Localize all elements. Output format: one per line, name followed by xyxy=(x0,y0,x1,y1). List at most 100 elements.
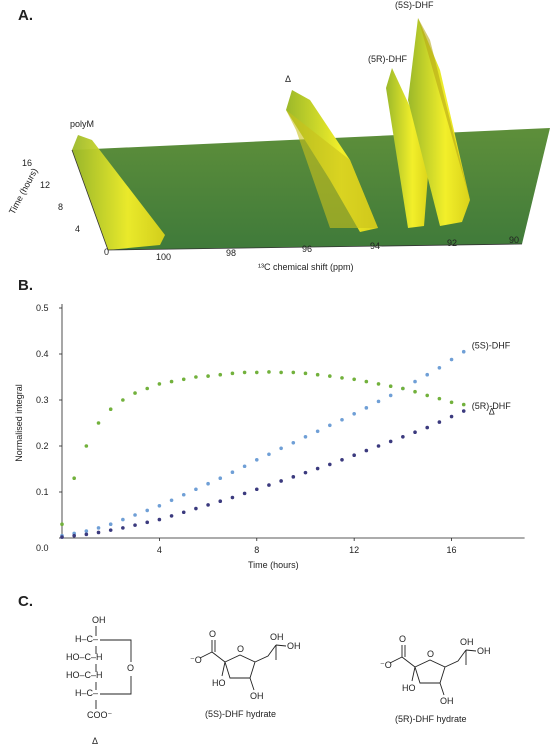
point xyxy=(242,491,247,496)
point xyxy=(291,370,296,375)
point xyxy=(340,458,344,462)
y-tick-label: 0.1 xyxy=(36,487,49,497)
point xyxy=(72,476,76,481)
atom: OH xyxy=(287,641,301,651)
point xyxy=(96,530,101,535)
point xyxy=(84,532,89,537)
point xyxy=(364,448,369,453)
point xyxy=(108,522,113,526)
point xyxy=(303,435,308,439)
structure: OH H–C– HO–C–H HO–C–H H–C– COO⁻ O Δ O ⁻O… xyxy=(66,615,491,746)
point xyxy=(96,421,101,425)
point xyxy=(169,379,174,384)
point xyxy=(242,370,247,375)
point xyxy=(449,357,454,362)
point xyxy=(60,522,64,526)
shift-tick-label: 96 xyxy=(302,244,312,254)
atom: O xyxy=(427,649,434,659)
point xyxy=(340,376,344,380)
point xyxy=(291,475,296,479)
point xyxy=(133,523,137,527)
point xyxy=(181,492,186,497)
point xyxy=(413,430,417,435)
point xyxy=(145,508,150,513)
atom: HO–C–H xyxy=(66,652,103,662)
y-tick-label: 0.3 xyxy=(36,395,49,405)
point xyxy=(181,510,186,515)
point xyxy=(413,379,417,384)
point xyxy=(206,374,210,378)
peak-label: (5R)-DHF xyxy=(368,54,407,64)
y-tick-label: 0.5 xyxy=(36,303,49,313)
point xyxy=(206,503,210,507)
point xyxy=(425,425,430,430)
point xyxy=(169,498,174,503)
point xyxy=(376,399,381,404)
point xyxy=(96,526,101,530)
point xyxy=(401,386,405,391)
atom: COO⁻ xyxy=(87,710,113,720)
time-tick-label: 12 xyxy=(40,180,50,190)
point xyxy=(254,487,259,492)
atom: OH xyxy=(477,646,491,656)
structure-name: Δ xyxy=(92,736,98,746)
point xyxy=(108,407,113,412)
point xyxy=(84,529,89,533)
x-axis-title: Time (hours) xyxy=(248,560,299,570)
point xyxy=(279,370,283,375)
point xyxy=(401,435,405,439)
atom: ⁻O xyxy=(190,655,202,665)
point xyxy=(352,377,356,382)
point xyxy=(328,462,332,467)
chart: 0.0 0.1 0.2 0.3 0.4 0.5 4 8 12 16 Time (hours) Norm… xyxy=(14,303,525,570)
point xyxy=(218,499,223,504)
atom: H–C– xyxy=(75,688,98,698)
atom: OH xyxy=(270,632,284,642)
atom: O xyxy=(399,634,406,644)
point xyxy=(242,464,247,469)
point xyxy=(449,414,454,419)
point xyxy=(254,370,259,375)
point xyxy=(121,526,125,530)
shift-tick-label: 92 xyxy=(447,238,457,248)
atom: ⁻O xyxy=(380,660,392,670)
point xyxy=(364,406,369,410)
point xyxy=(72,533,76,538)
point xyxy=(461,402,466,407)
structure-name: (5R)-DHF hydrate xyxy=(395,714,467,724)
point xyxy=(279,479,283,483)
point xyxy=(315,466,320,471)
series-label: (5S)-DHF xyxy=(472,341,511,351)
atom: OH xyxy=(460,637,474,647)
point xyxy=(254,458,259,462)
y-tick-label: 0.0 xyxy=(36,543,49,553)
structure-name: (5S)-DHF hydrate xyxy=(205,709,276,719)
point xyxy=(218,372,223,377)
point xyxy=(157,517,162,522)
time-tick-label: 4 xyxy=(75,224,80,234)
point xyxy=(388,439,393,444)
x-tick-label: 16 xyxy=(447,545,457,555)
peak-label: polyM xyxy=(70,119,94,129)
series-label: Δ xyxy=(489,407,495,417)
time-axis-title: Time (hours) xyxy=(7,166,40,215)
point xyxy=(145,520,150,525)
y-axis-title: Normalised integral xyxy=(14,384,24,462)
point xyxy=(461,349,466,354)
panel-label: A. xyxy=(18,7,33,24)
atom: OH xyxy=(92,615,106,625)
shift-axis-title: ¹³C chemical shift (ppm) xyxy=(258,262,354,272)
point xyxy=(230,470,235,475)
point xyxy=(108,528,113,532)
point xyxy=(157,382,162,386)
point xyxy=(340,417,344,422)
point xyxy=(84,444,89,448)
point xyxy=(267,370,271,374)
point xyxy=(376,382,381,386)
point xyxy=(169,514,174,518)
point xyxy=(303,470,308,475)
time-tick-label: 8 xyxy=(58,202,63,212)
point xyxy=(133,391,137,395)
point xyxy=(218,476,223,481)
x-tick-label: 4 xyxy=(157,545,162,555)
